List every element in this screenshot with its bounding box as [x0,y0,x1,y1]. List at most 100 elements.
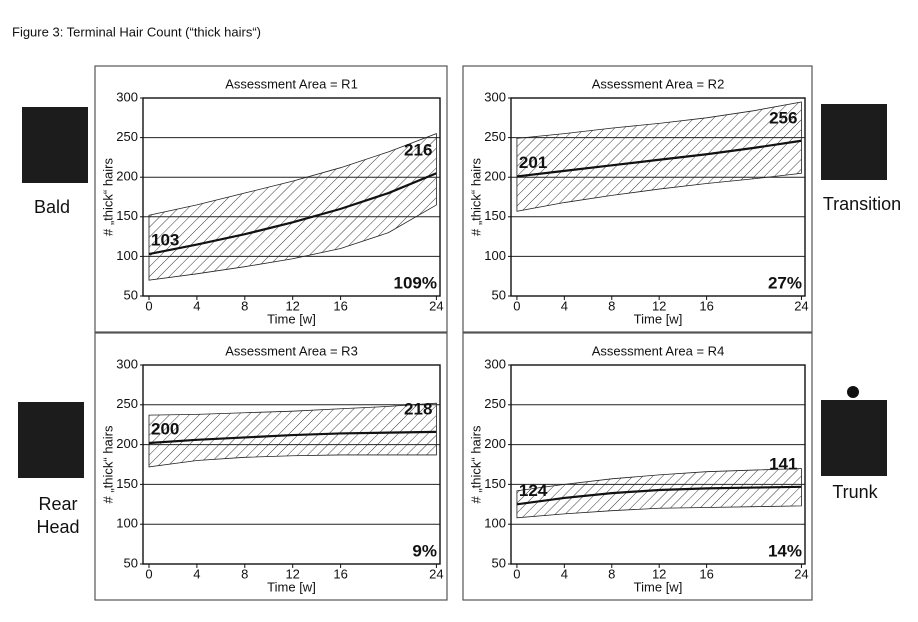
panel-frame [94,65,448,333]
x-tick-label: 24 [794,566,808,581]
end-label: 218 [404,399,432,418]
y-tick-label: 250 [484,129,506,144]
x-tick-label: 8 [608,566,615,581]
region-label: Bald [34,197,70,217]
end-label: 141 [769,454,797,473]
x-tick-label: 8 [608,298,615,313]
y-tick-label: 250 [116,129,138,144]
x-tick-label: 12 [652,298,666,313]
panel-title: Assessment Area = R3 [225,343,358,358]
mean-line [148,172,437,256]
x-tick-label: 8 [241,566,248,581]
x-tick-label: 16 [333,566,347,581]
y-tick-label: 150 [484,208,506,223]
panel-title: Assessment Area = R4 [592,343,725,358]
x-tick-label: 0 [513,298,520,313]
panel-frame [462,65,813,333]
x-tick-label: 0 [513,566,520,581]
x-tick-label: 0 [145,298,152,313]
confidence-band [148,133,437,281]
end-label: 216 [404,141,432,160]
panel-frame [94,332,448,601]
y-tick-label: 150 [116,208,138,223]
x-tick-label: 4 [193,298,200,313]
mean-line [516,139,802,178]
confidence-band [516,468,802,519]
thumbnail [821,400,887,476]
thumbnail [18,402,84,478]
panel-title: Assessment Area = R2 [592,76,725,91]
plot-area [510,97,806,297]
thumbnail [22,107,88,183]
start-label: 103 [151,231,179,250]
confidence-band [516,101,802,212]
y-tick-label: 50 [492,287,506,302]
x-axis-label: Time [w] [634,579,683,594]
y-axis-label: # „thick“ hairs [468,425,483,504]
y-tick-label: 200 [484,169,506,184]
x-tick-label: 0 [145,566,152,581]
x-tick-label: 4 [561,298,568,313]
plot-area [142,97,441,297]
start-label: 124 [519,481,548,500]
x-axis-label: Time [w] [267,311,316,326]
plot-area [510,364,806,565]
y-tick-label: 250 [484,396,506,411]
change-label: 14% [768,541,802,560]
y-tick-label: 250 [116,396,138,411]
y-tick-label: 200 [484,436,506,451]
y-tick-label: 50 [124,555,138,570]
x-tick-label: 16 [699,566,713,581]
start-label: 201 [519,153,547,172]
mean-line [148,430,437,445]
x-tick-label: 12 [652,566,666,581]
x-tick-label: 4 [193,566,200,581]
y-tick-label: 100 [116,248,138,263]
y-tick-label: 50 [124,287,138,302]
panel-title: Assessment Area = R1 [225,76,358,91]
y-tick-label: 300 [484,89,506,104]
end-label: 256 [769,108,797,127]
change-label: 9% [412,541,437,560]
y-tick-label: 150 [484,476,506,491]
y-tick-label: 300 [116,356,138,371]
x-tick-label: 12 [285,298,299,313]
x-tick-label: 24 [429,566,443,581]
region-label: Transition [823,194,901,214]
change-label: 109% [394,273,437,292]
y-axis-label: # „thick“ hairs [100,157,115,236]
y-axis-label: # „thick“ hairs [468,157,483,236]
x-tick-label: 12 [285,566,299,581]
y-tick-label: 50 [492,555,506,570]
x-tick-label: 16 [333,298,347,313]
x-tick-label: 24 [794,298,808,313]
panel-frame [462,332,813,601]
x-axis-label: Time [w] [267,579,316,594]
y-tick-label: 100 [484,248,506,263]
y-tick-label: 100 [484,516,506,531]
thumbnail [821,104,887,180]
change-label: 27% [768,273,802,292]
region-label: Head [36,517,79,537]
y-axis-label: # „thick“ hairs [100,425,115,504]
marker-dot [847,386,859,398]
start-label: 200 [151,419,179,438]
x-axis-label: Time [w] [634,311,683,326]
figure-title: Figure 3: Terminal Hair Count (“thick ha… [12,24,261,39]
y-tick-label: 300 [116,89,138,104]
plot-area [142,364,441,565]
x-tick-label: 4 [561,566,568,581]
x-tick-label: 8 [241,298,248,313]
x-tick-label: 16 [699,298,713,313]
mean-line [516,485,802,506]
region-label: Trunk [832,482,878,502]
y-tick-label: 200 [116,436,138,451]
y-tick-label: 100 [116,516,138,531]
x-tick-label: 24 [429,298,443,313]
y-tick-label: 300 [484,356,506,371]
y-tick-label: 200 [116,169,138,184]
region-label: Rear [38,494,77,514]
y-tick-label: 150 [116,476,138,491]
